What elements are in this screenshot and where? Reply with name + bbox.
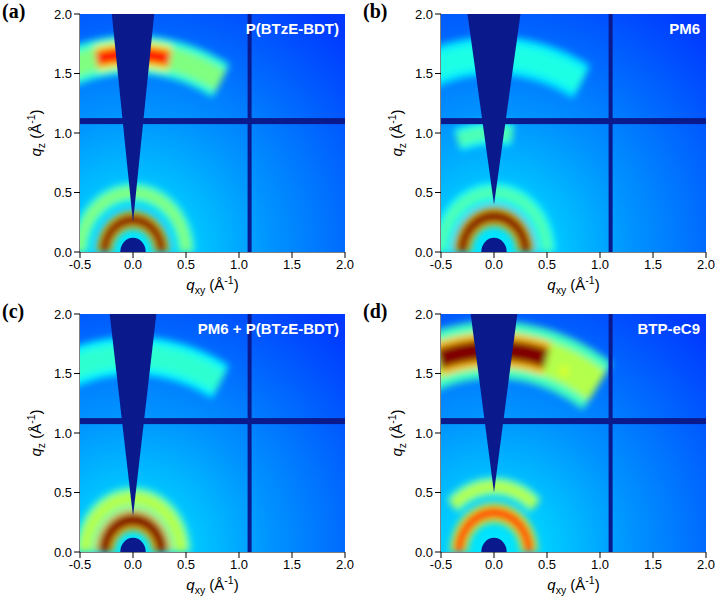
html-text:z: z — [396, 443, 408, 449]
svg-text:1.0: 1.0 — [415, 426, 433, 441]
svg-text:0.5: 0.5 — [54, 185, 72, 200]
svg-text:0.0: 0.0 — [415, 245, 433, 260]
svg-text:1.0: 1.0 — [230, 257, 248, 272]
html-text:qxy(Å-1): qxy(Å-1) — [186, 574, 239, 596]
svg-text:0.0: 0.0 — [124, 557, 142, 572]
svg-text:1.5: 1.5 — [644, 257, 662, 272]
svg-text:2.0: 2.0 — [415, 307, 433, 322]
svg-text:PM6: PM6 — [669, 20, 700, 37]
svg-text:1.0: 1.0 — [54, 126, 72, 141]
svg-text:0.0: 0.0 — [54, 245, 72, 260]
html-text:(Å: (Å — [388, 123, 405, 143]
svg-text:1.0: 1.0 — [54, 426, 72, 441]
html-text:z: z — [35, 143, 47, 149]
svg-text:0.5: 0.5 — [538, 257, 556, 272]
svg-text:2.0: 2.0 — [336, 557, 354, 572]
svg-text:1.5: 1.5 — [283, 257, 301, 272]
svg-text:PM6 + P(BTzE-BDT): PM6 + P(BTzE-BDT) — [198, 320, 339, 337]
svg-text:1.5: 1.5 — [54, 66, 72, 81]
svg-text:0.0: 0.0 — [54, 545, 72, 560]
svg-text:1.5: 1.5 — [415, 66, 433, 81]
svg-text:1.5: 1.5 — [644, 557, 662, 572]
html-text:(Å: (Å — [388, 423, 405, 443]
svg-text:1.0: 1.0 — [591, 557, 609, 572]
svg-text:0.5: 0.5 — [54, 485, 72, 500]
html-text:(Å: (Å — [27, 423, 44, 443]
html-text:q: q — [27, 448, 44, 457]
svg-text:-0.5: -0.5 — [69, 257, 91, 272]
html-text:-1: -1 — [386, 414, 398, 424]
html-text:(c): (c) — [2, 300, 25, 322]
html-text:z: z — [396, 143, 408, 149]
svg-text:0.0: 0.0 — [485, 257, 503, 272]
svg-text:-0.5: -0.5 — [69, 557, 91, 572]
svg-text:P(BTzE-BDT): P(BTzE-BDT) — [246, 20, 339, 37]
svg-text:1.5: 1.5 — [283, 557, 301, 572]
svg-text:0.5: 0.5 — [177, 557, 195, 572]
html-text:q: q — [388, 148, 405, 157]
html-text:(a): (a) — [2, 0, 26, 22]
svg-text:BTP-eC9: BTP-eC9 — [637, 320, 700, 337]
html-text:qxy(Å-1): qxy(Å-1) — [547, 274, 600, 296]
svg-text:0.5: 0.5 — [538, 557, 556, 572]
html-text:q: q — [388, 448, 405, 457]
svg-text:1.5: 1.5 — [54, 366, 72, 381]
svg-text:0.5: 0.5 — [415, 185, 433, 200]
svg-text:-0.5: -0.5 — [430, 257, 452, 272]
svg-text:1.0: 1.0 — [591, 257, 609, 272]
html-text:qxy(Å-1): qxy(Å-1) — [547, 574, 600, 596]
html-text:(b): (b) — [363, 0, 388, 22]
svg-text:2.0: 2.0 — [415, 7, 433, 22]
html-text:z: z — [35, 443, 47, 449]
svg-text:2.0: 2.0 — [54, 7, 72, 22]
svg-text:2.0: 2.0 — [54, 307, 72, 322]
html-text:-1: -1 — [386, 114, 398, 124]
svg-text:1.0: 1.0 — [415, 126, 433, 141]
svg-text:2.0: 2.0 — [697, 257, 715, 272]
svg-text:2.0: 2.0 — [697, 557, 715, 572]
svg-text:0.0: 0.0 — [124, 257, 142, 272]
html-text:q: q — [27, 148, 44, 157]
svg-text:1.5: 1.5 — [415, 366, 433, 381]
html-text:qxy(Å-1): qxy(Å-1) — [186, 274, 239, 296]
html-text:-1: -1 — [25, 114, 37, 124]
svg-text:2.0: 2.0 — [336, 257, 354, 272]
html-text:(d): (d) — [363, 300, 388, 322]
svg-text:0.0: 0.0 — [485, 557, 503, 572]
html-text:(Å: (Å — [27, 123, 44, 143]
svg-text:0.0: 0.0 — [415, 545, 433, 560]
html-text:-1: -1 — [25, 414, 37, 424]
svg-text:1.0: 1.0 — [230, 557, 248, 572]
svg-text:-0.5: -0.5 — [430, 557, 452, 572]
svg-text:0.5: 0.5 — [177, 257, 195, 272]
svg-text:0.5: 0.5 — [415, 485, 433, 500]
